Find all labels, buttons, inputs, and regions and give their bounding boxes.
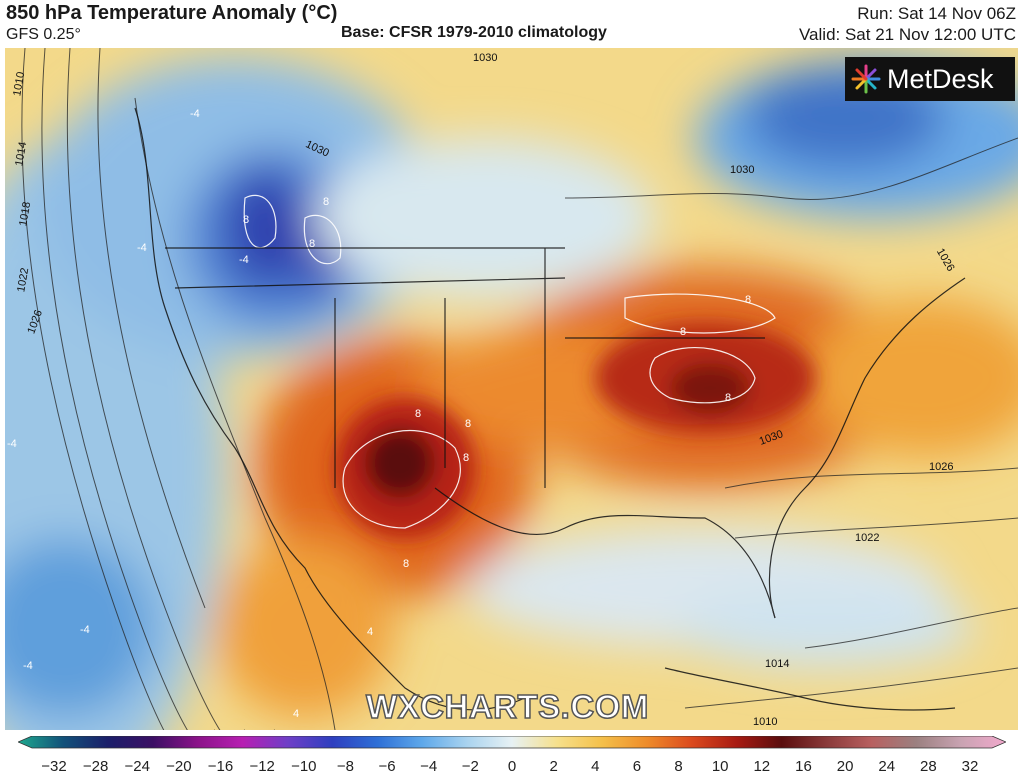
isobar-label: 1030 (473, 52, 498, 64)
run-time: Run: Sat 14 Nov 06Z (857, 4, 1016, 23)
color-scale-tick-label: −24 (124, 758, 150, 775)
anomaly-label: -4 (23, 660, 33, 672)
color-scale-tick-label: −16 (207, 758, 234, 775)
isobar-label: 1022 (855, 532, 880, 544)
anomaly-label: -4 (137, 242, 147, 254)
isobar-label: 1014 (765, 658, 790, 670)
anomaly-contours (243, 194, 776, 529)
map-title: 850 hPa Temperature Anomaly (°C) (6, 2, 338, 24)
color-scale-tick-label: −8 (336, 758, 354, 775)
color-scale-tick-label: 20 (836, 758, 854, 775)
anomaly-label: 8 (680, 326, 687, 338)
color-scale-tick-label: 10 (711, 758, 729, 775)
anomaly-core (335, 323, 815, 538)
color-scale-tick-label: 0 (507, 758, 517, 775)
anomaly-map: 1010 1014 1018 1022 1026 1030 1030 1026 … (5, 48, 1018, 730)
color-scale-tick-label: −32 (41, 758, 67, 775)
map-canvas (5, 48, 1018, 730)
color-scale-tick-label: −4 (420, 758, 438, 775)
color-scale-tick-label: −12 (249, 758, 275, 775)
color-scale-tick-label: 8 (674, 758, 683, 775)
color-scale-tick-label: 24 (878, 758, 896, 775)
climatology-base: Base: CFSR 1979-2010 climatology (341, 24, 607, 41)
chart-header: 850 hPa Temperature Anomaly (°C) GFS 0.2… (0, 0, 1024, 48)
color-scale-tick-label: −28 (82, 758, 109, 775)
color-scale-tick-label: −20 (166, 758, 192, 775)
anomaly-label: 8 (465, 418, 472, 430)
anomaly-label: 8 (463, 452, 470, 464)
anomaly-label: 8 (309, 238, 316, 250)
metdesk-logo: MetDesk (845, 57, 1015, 101)
anomaly-label: 8 (323, 196, 330, 208)
isobar-label: 1026 (929, 461, 954, 473)
anomaly-label: 4 (293, 708, 300, 720)
color-scale-tick-label: 32 (961, 758, 979, 775)
color-scale-tick-label: 4 (591, 758, 600, 775)
coastlines (134, 107, 966, 711)
anomaly-shading (5, 58, 1018, 730)
anomaly-label: 8 (243, 214, 250, 226)
metdesk-logo-icon (851, 64, 881, 94)
color-scale-tick-label: 28 (920, 758, 937, 775)
anomaly-label: 8 (403, 558, 410, 570)
anomaly-label: -4 (80, 624, 90, 636)
anomaly-label: 4 (367, 626, 374, 638)
color-scale-tick-label: 16 (795, 758, 812, 775)
isobar-label: 1030 (730, 164, 755, 176)
color-scale-tick-label: 6 (632, 758, 642, 775)
metdesk-logo-text: MetDesk (887, 63, 994, 94)
color-scale-tick-label: −10 (291, 758, 317, 775)
anomaly-label: -4 (190, 108, 200, 120)
model-name: GFS 0.25° (6, 26, 81, 43)
anomaly-label: 8 (745, 294, 752, 306)
anomaly-label: 8 (415, 408, 422, 420)
color-scale-tick-label: 12 (753, 758, 771, 775)
isobars (21, 48, 1018, 730)
anomaly-label: -4 (239, 254, 249, 266)
color-scale-gradient (18, 736, 1006, 749)
valid-time: Valid: Sat 21 Nov 12:00 UTC (798, 25, 1016, 44)
isobar-label: 1010 (753, 716, 778, 728)
color-scale-tick-label: −6 (378, 758, 396, 775)
watermark: WXCHARTS.COM (365, 687, 649, 726)
color-scale: −32 −28 −24 −20 −16 −12 −10 −8 −6 −4 −2 0 2 4 6 8 10 12 16… (0, 730, 1024, 781)
color-scale-bar (18, 736, 1006, 749)
color-scale-tick-label: −2 (461, 758, 479, 775)
color-scale-tick-label: 2 (549, 758, 558, 775)
anomaly-label: -4 (7, 438, 17, 450)
anomaly-label: 8 (725, 392, 732, 404)
